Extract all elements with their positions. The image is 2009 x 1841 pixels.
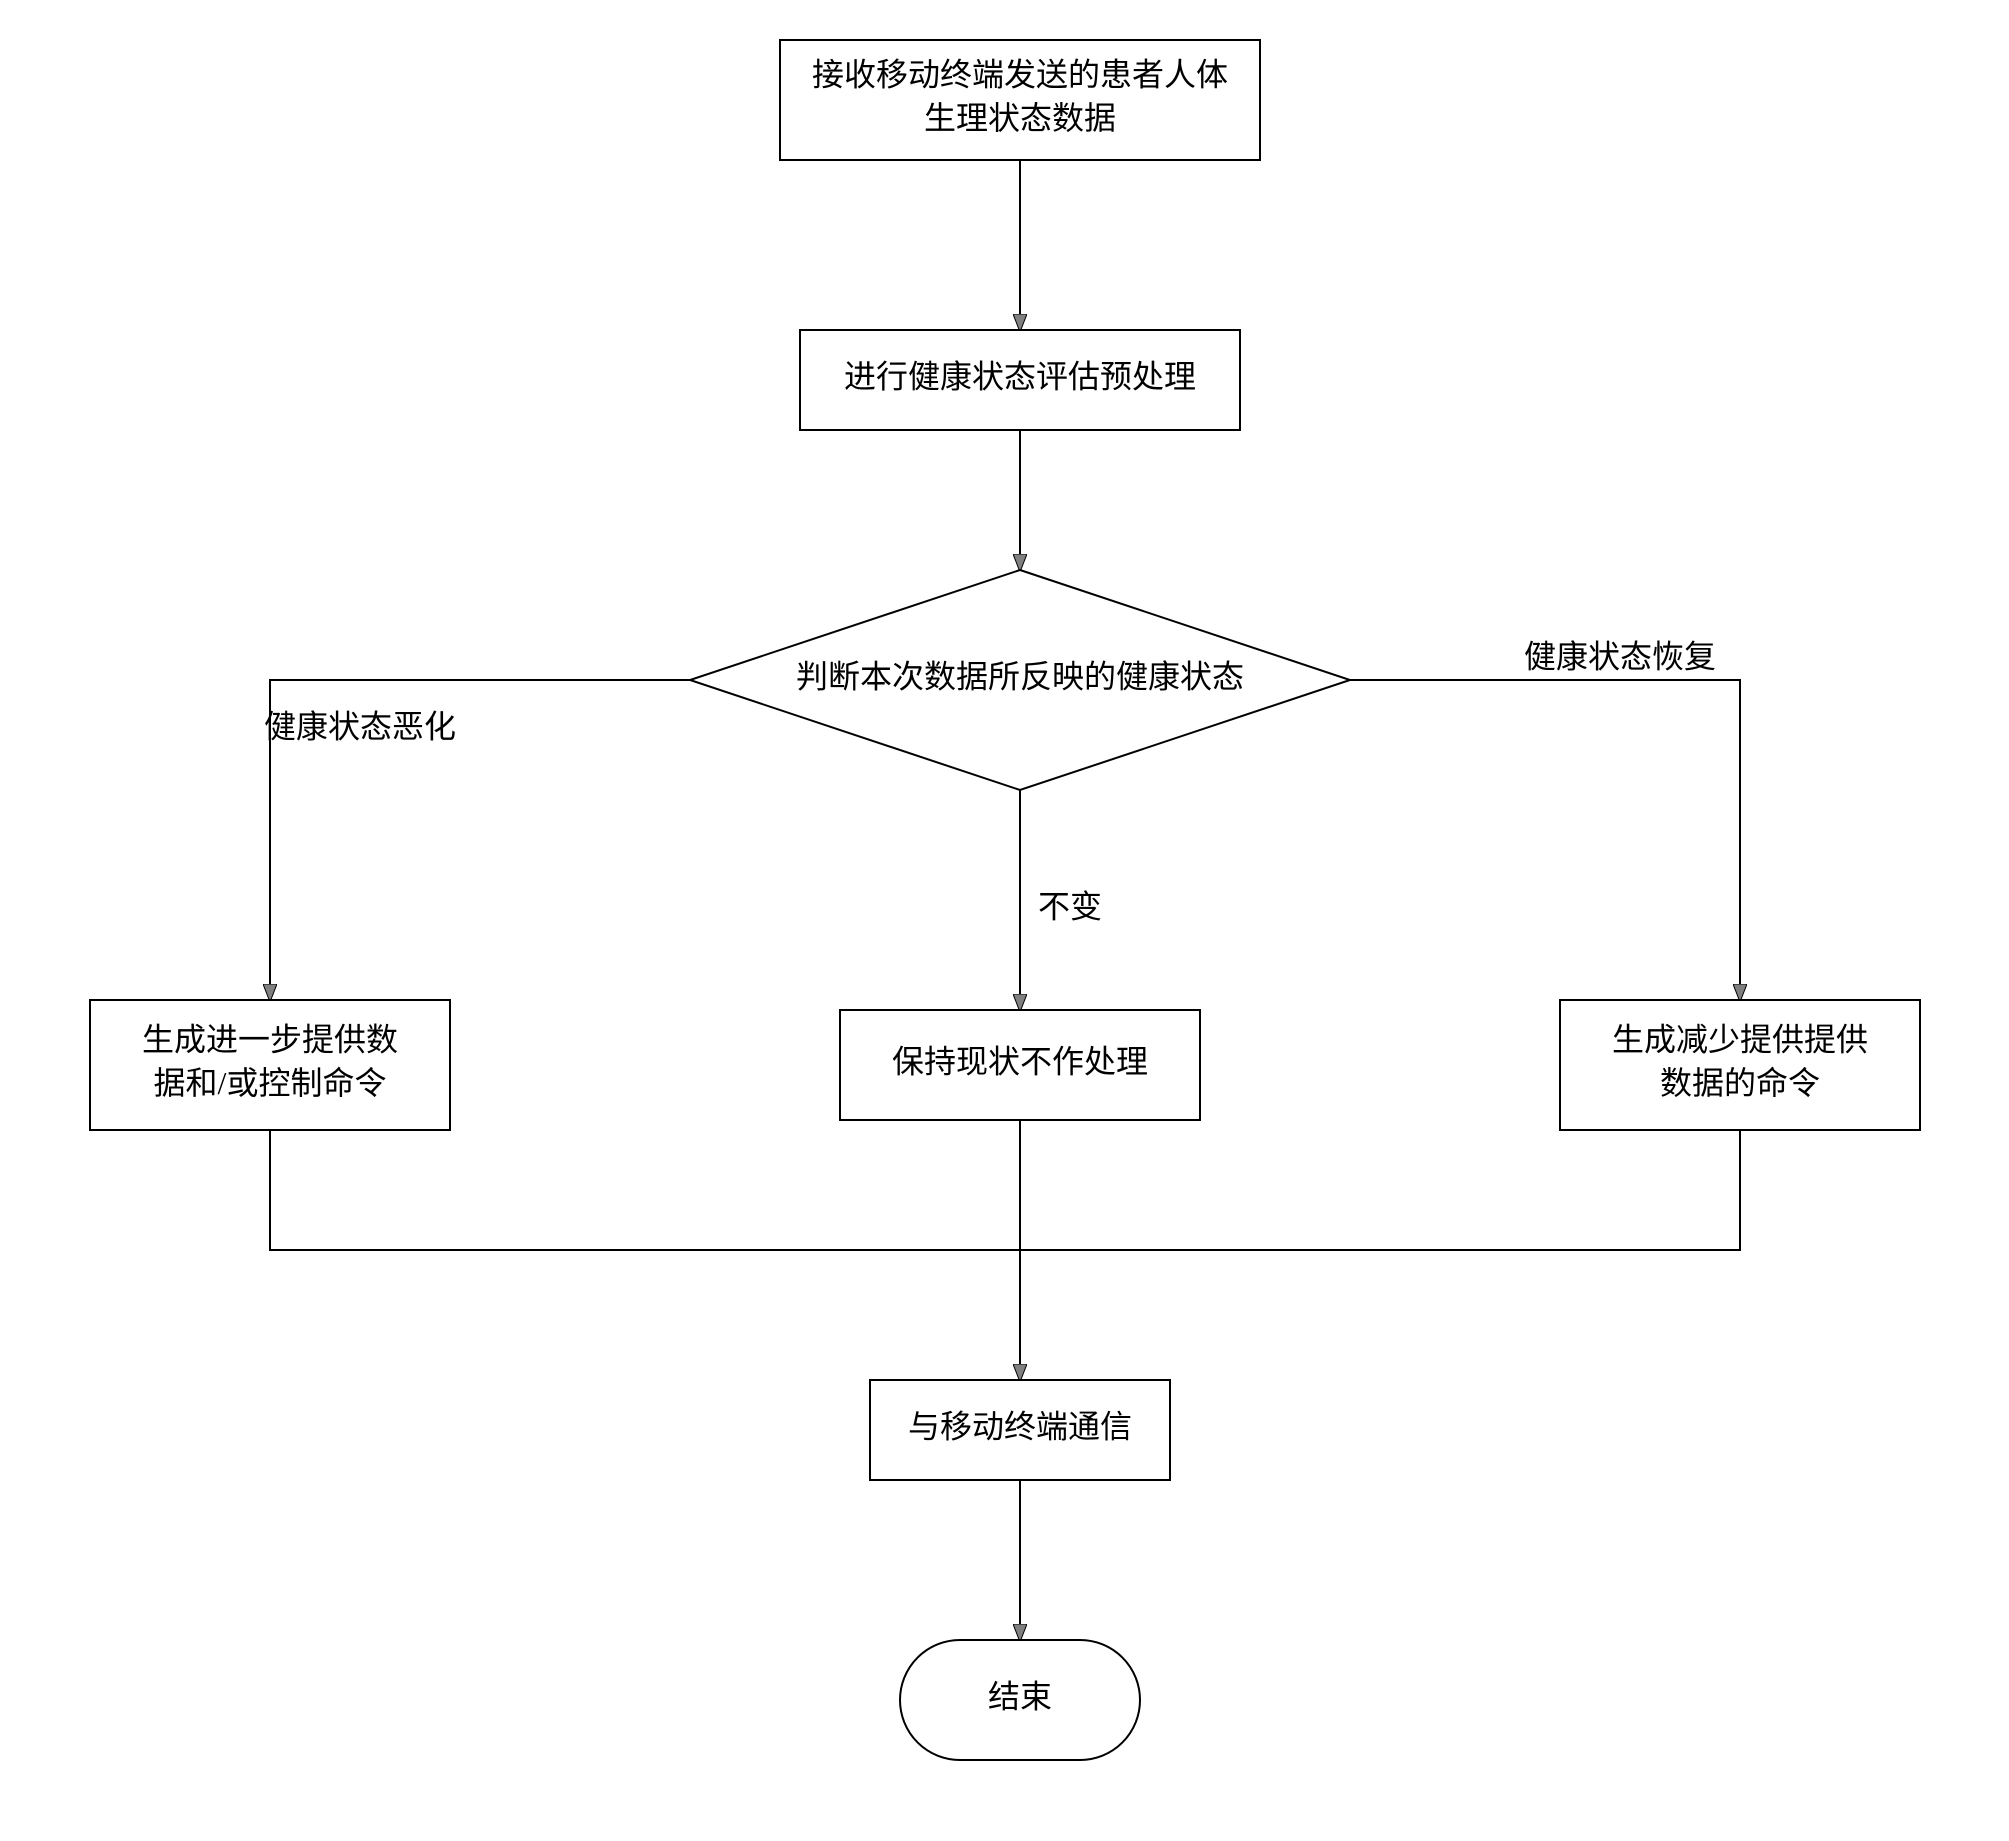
node-text: 生理状态数据 — [924, 100, 1116, 136]
node-text: 生成减少提供提供 — [1612, 1022, 1868, 1058]
node-text: 生成进一步提供数 — [142, 1022, 398, 1058]
node-text: 接收移动终端发送的患者人体 — [812, 57, 1228, 93]
edge-label: 健康状态恶化 — [264, 708, 456, 744]
node-text: 进行健康状态评估预处理 — [844, 358, 1196, 394]
node-text: 据和/或控制命令 — [154, 1065, 387, 1101]
edge-label: 健康状态恢复 — [1524, 638, 1716, 674]
node-text: 保持现状不作处理 — [892, 1043, 1148, 1079]
node-text: 数据的命令 — [1660, 1065, 1820, 1101]
node-text: 与移动终端通信 — [908, 1408, 1132, 1444]
flowchart-diagram: 健康状态恶化不变 健康状态恢复 接收移动终端发送的患者人体生理状态数据进行健康状态评… — [0, 0, 2009, 1841]
edge-label: 不变 — [1038, 888, 1102, 924]
node-text: 判断本次数据所反映的健康状态 — [796, 658, 1244, 694]
node-text: 结束 — [988, 1678, 1052, 1714]
